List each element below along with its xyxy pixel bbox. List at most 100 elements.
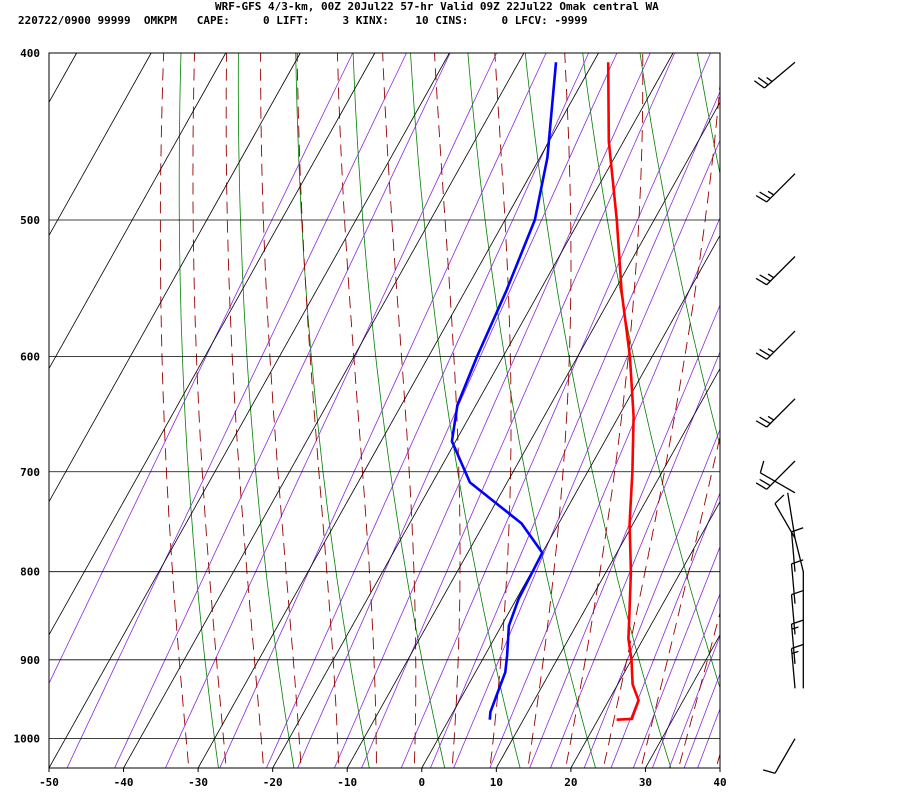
dry-adiabat-line xyxy=(639,53,720,448)
temperature-line xyxy=(606,62,640,721)
wind-barb xyxy=(790,559,804,604)
moist-adiabat-line xyxy=(527,53,572,768)
mixing-ratio-line xyxy=(429,90,720,768)
wind-barb-feather xyxy=(757,77,769,86)
wind-barb xyxy=(755,398,796,428)
y-tick-label: 1000 xyxy=(14,733,41,746)
moist-adiabat-line xyxy=(749,15,900,783)
mixing-ratio-line xyxy=(400,53,711,768)
wind-barb-feather xyxy=(759,348,771,357)
wind-barb-feather xyxy=(759,460,765,474)
isotherm-line xyxy=(495,368,721,769)
wind-barb-half-feather xyxy=(791,626,799,630)
mixing-ratio-line xyxy=(453,139,720,768)
isotherm-line xyxy=(48,52,227,369)
wind-barb-feather xyxy=(755,277,768,286)
wind-barb-feather xyxy=(774,494,785,505)
mixing-ratio-line xyxy=(297,53,618,768)
moist-adiabat-line xyxy=(489,53,512,768)
moist-adiabat-line xyxy=(159,53,190,768)
moist-adiabat-line xyxy=(565,53,644,768)
wind-barb xyxy=(759,460,796,494)
mixing-ratio-line xyxy=(583,428,720,768)
wind-barb-half-feather xyxy=(767,273,775,279)
dry-adiabat-line xyxy=(524,53,672,768)
dry-adiabat-line xyxy=(237,53,295,768)
dry-adiabat-line xyxy=(295,53,370,768)
x-tick-label: 30 xyxy=(639,776,652,789)
isotherm-line xyxy=(645,634,721,769)
moist-adiabat-line xyxy=(192,53,227,768)
mixing-ratio-line xyxy=(66,53,407,768)
mixing-ratio-line xyxy=(333,53,651,768)
wind-barbs xyxy=(753,61,804,774)
isotherm-line xyxy=(272,52,674,769)
mixing-ratio-line xyxy=(114,53,451,768)
wind-barb xyxy=(790,643,804,689)
axis-ticks: -50 -40 -30 -20 -10 0 10 20 30 40 400 500 600 700 800 9… xyxy=(14,47,727,789)
wind-barb-shaft xyxy=(790,624,796,665)
dewpoint-line xyxy=(450,62,558,720)
moist-adiabat-line xyxy=(678,611,720,768)
isotherm-line xyxy=(48,52,301,502)
wind-barb-feather xyxy=(791,559,804,565)
x-tick-label: -10 xyxy=(337,776,357,789)
mixing-ratio-line xyxy=(49,53,354,685)
moist-adiabat-line xyxy=(602,79,720,768)
wind-barb-feather xyxy=(759,478,771,487)
moist-adiabat-line xyxy=(225,53,265,768)
wind-barb-feather xyxy=(755,482,768,490)
wind-barb-shaft xyxy=(766,460,796,490)
mixing-ratio-line xyxy=(610,491,720,768)
isotherm-line xyxy=(570,501,721,769)
wind-barb-shaft xyxy=(763,61,796,89)
wind-barb-half-feather xyxy=(791,650,799,655)
isotherm-line xyxy=(48,52,152,236)
x-tick-label: 40 xyxy=(713,776,726,789)
x-tick-label: 20 xyxy=(564,776,577,789)
mixing-ratio-line xyxy=(265,53,590,768)
wind-barb-shaft xyxy=(766,256,796,286)
y-tick-label: 700 xyxy=(20,466,40,479)
sounding-stats: 220722/0900 99999 OMKPM CAPE: 0 LIFT: 3 … xyxy=(18,14,588,27)
wind-barb-feather xyxy=(755,195,768,203)
isotherm-line xyxy=(123,52,525,769)
isotherm-line xyxy=(48,52,376,636)
wind-barb xyxy=(755,256,796,286)
moist-adiabat-line xyxy=(715,752,720,768)
plot-frame xyxy=(48,52,721,769)
wind-barb xyxy=(790,619,804,665)
wind-barb-shaft xyxy=(790,563,796,604)
wind-barb-shaft xyxy=(774,738,796,774)
mixing-ratio-line xyxy=(219,53,547,768)
wind-barb-feather xyxy=(791,589,804,596)
dry-adiabat-line xyxy=(804,15,900,783)
wind-barb-half-feather xyxy=(767,415,775,421)
wind-profile-line xyxy=(787,492,804,689)
isotherm-line xyxy=(421,235,721,769)
y-tick-label: 600 xyxy=(20,350,40,363)
isotherm-line xyxy=(48,52,450,769)
x-tick-label: -50 xyxy=(39,776,59,789)
moist-adiabat-line xyxy=(382,53,417,768)
grid xyxy=(48,52,721,769)
y-tick-label: 500 xyxy=(20,214,40,227)
x-tick-label: -40 xyxy=(114,776,134,789)
dry-adiabat-line xyxy=(178,53,219,768)
wind-barb-half-feather xyxy=(767,348,775,353)
wind-barb-shaft xyxy=(760,472,796,494)
wind-barb xyxy=(755,330,796,360)
wind-barb-half-feather xyxy=(767,190,775,196)
wind-barb-feather xyxy=(755,420,768,428)
x-tick-label: 10 xyxy=(490,776,503,789)
wind-barb-feather xyxy=(759,274,771,282)
plot-border xyxy=(48,52,721,769)
wind-barb xyxy=(755,460,796,490)
mixing-ratio-line xyxy=(683,672,720,768)
x-tick-label: 0 xyxy=(418,776,425,789)
y-tick-label: 900 xyxy=(20,654,40,667)
y-tick-label: 800 xyxy=(20,566,40,579)
moist-adiabat-line xyxy=(336,53,377,768)
x-tick-label: -20 xyxy=(263,776,283,789)
